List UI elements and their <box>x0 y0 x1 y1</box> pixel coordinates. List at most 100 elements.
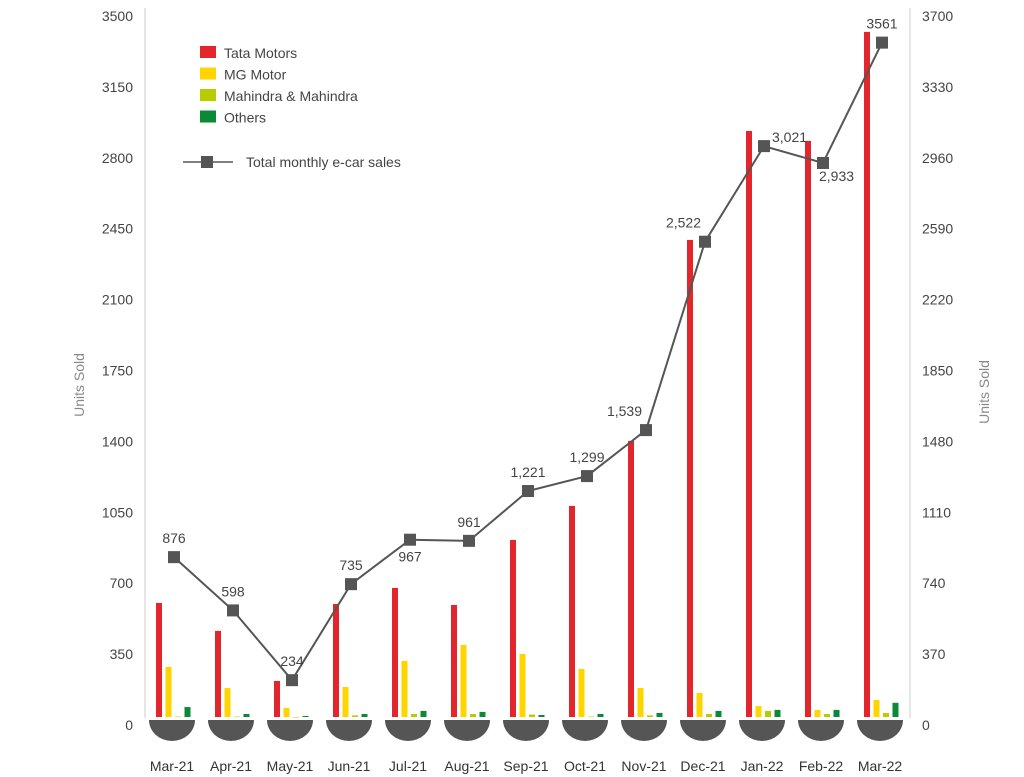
y-tick-label: 1750 <box>102 363 133 379</box>
y2-tick-label: 740 <box>922 575 946 591</box>
category-bowl <box>503 720 549 741</box>
bar-mahindra-mahindra <box>824 713 830 717</box>
bar-tata-motors <box>156 602 162 717</box>
bar-tata-motors <box>805 140 811 718</box>
total-sales-marker <box>227 604 239 617</box>
bar-others <box>892 702 899 717</box>
y2-tick-label: 370 <box>922 646 946 662</box>
y-tick-label: 2100 <box>102 292 133 308</box>
bar-tata-motors <box>628 440 634 717</box>
bar-others <box>302 715 309 717</box>
bar-mahindra-mahindra <box>175 716 181 718</box>
x-tick-label: Sep-21 <box>503 758 548 774</box>
y-tick-label: 1400 <box>102 433 133 449</box>
bar-tata-motors <box>864 31 870 717</box>
category-bowl <box>798 720 844 741</box>
y2-tick-label: 1480 <box>922 433 953 449</box>
total-sales-label: 967 <box>398 549 422 565</box>
total-sales-label: 961 <box>457 514 481 530</box>
total-sales-label: 234 <box>280 653 304 669</box>
bar-mahindra-mahindra <box>765 710 771 717</box>
total-sales-label: 2,933 <box>819 168 854 184</box>
bar-tata-motors <box>274 680 280 717</box>
bar-tata-motors <box>569 505 575 717</box>
category-bowl <box>739 720 785 741</box>
total-sales-marker <box>345 578 357 591</box>
total-sales-marker <box>404 533 416 546</box>
y2-tick-label: 0 <box>922 717 930 733</box>
x-tick-label: Jul-21 <box>389 758 427 774</box>
bar-mg-motor <box>637 688 644 717</box>
bar-others <box>656 712 663 717</box>
bar-others <box>833 709 840 717</box>
bar-tata-motors <box>392 587 398 717</box>
bar-mg-motor <box>814 709 821 717</box>
bar-mahindra-mahindra <box>470 713 476 717</box>
total-sales-label: 2,522 <box>666 215 701 231</box>
x-tick-label: Nov-21 <box>621 758 666 774</box>
total-sales-marker <box>640 424 652 437</box>
bar-others <box>479 711 486 717</box>
total-sales-label: 1,299 <box>569 449 604 465</box>
bar-others <box>774 709 781 717</box>
category-bowl <box>857 720 903 741</box>
bar-mg-motor <box>342 687 349 717</box>
bar-mg-motor <box>696 692 703 717</box>
total-sales-marker <box>581 470 593 483</box>
bar-tata-motors <box>746 130 752 717</box>
y-tick-label: 3150 <box>102 79 133 95</box>
bar-others <box>243 713 250 717</box>
y-tick-label: 2450 <box>102 221 133 237</box>
bar-mahindra-mahindra <box>234 716 240 718</box>
total-sales-marker <box>463 534 475 547</box>
y2-tick-label: 3330 <box>922 79 953 95</box>
bar-mg-motor <box>460 644 467 717</box>
y-tick-label: 2800 <box>102 150 133 166</box>
bar-mg-motor <box>165 666 172 717</box>
y-tick-label: 1050 <box>102 504 133 520</box>
y-tick-label: 0 <box>125 717 133 733</box>
total-sales-marker <box>168 551 180 564</box>
bar-mg-motor <box>578 668 585 717</box>
category-bowl <box>562 720 608 741</box>
category-bowl <box>385 720 431 741</box>
x-tick-label: Dec-21 <box>680 758 725 774</box>
legend-label: Tata Motors <box>224 45 297 61</box>
category-bowl <box>680 720 726 741</box>
total-sales-label: 735 <box>339 557 363 573</box>
y2-tick-label: 2590 <box>922 221 953 237</box>
y2-tick-label: 3700 <box>922 8 953 24</box>
y-tick-label: 3500 <box>102 8 133 24</box>
y-tick-label: 700 <box>110 575 134 591</box>
legend-swatch <box>200 67 216 80</box>
total-sales-label: 3561 <box>866 16 897 32</box>
bar-others <box>715 710 722 717</box>
x-tick-label: Mar-21 <box>150 758 195 774</box>
x-tick-label: Jun-21 <box>328 758 371 774</box>
bar-mahindra-mahindra <box>883 712 889 717</box>
x-tick-label: Oct-21 <box>564 758 606 774</box>
bar-mg-motor <box>224 688 231 717</box>
bar-mahindra-mahindra <box>706 713 712 717</box>
legend-swatch <box>200 89 216 101</box>
legend-swatch <box>200 110 216 123</box>
legend-swatch <box>200 46 216 58</box>
total-sales-marker <box>758 140 770 153</box>
bar-tata-motors <box>687 239 693 718</box>
x-tick-label: Feb-22 <box>799 758 844 774</box>
legend-line-marker <box>201 156 213 168</box>
bar-others <box>184 707 191 717</box>
total-sales-label: 598 <box>221 583 245 599</box>
bar-tata-motors <box>510 539 516 717</box>
bar-mg-motor <box>283 707 290 717</box>
total-sales-marker <box>522 485 534 498</box>
bar-mahindra-mahindra <box>529 714 535 717</box>
bar-mahindra-mahindra <box>588 716 594 718</box>
legend-label: Total monthly e-car sales <box>246 154 401 170</box>
x-tick-label: Jan-22 <box>741 758 784 774</box>
total-sales-marker <box>699 235 711 248</box>
y-axis-title: Units Sold <box>71 353 87 417</box>
bar-mg-motor <box>873 699 880 717</box>
category-bowl <box>149 720 195 741</box>
